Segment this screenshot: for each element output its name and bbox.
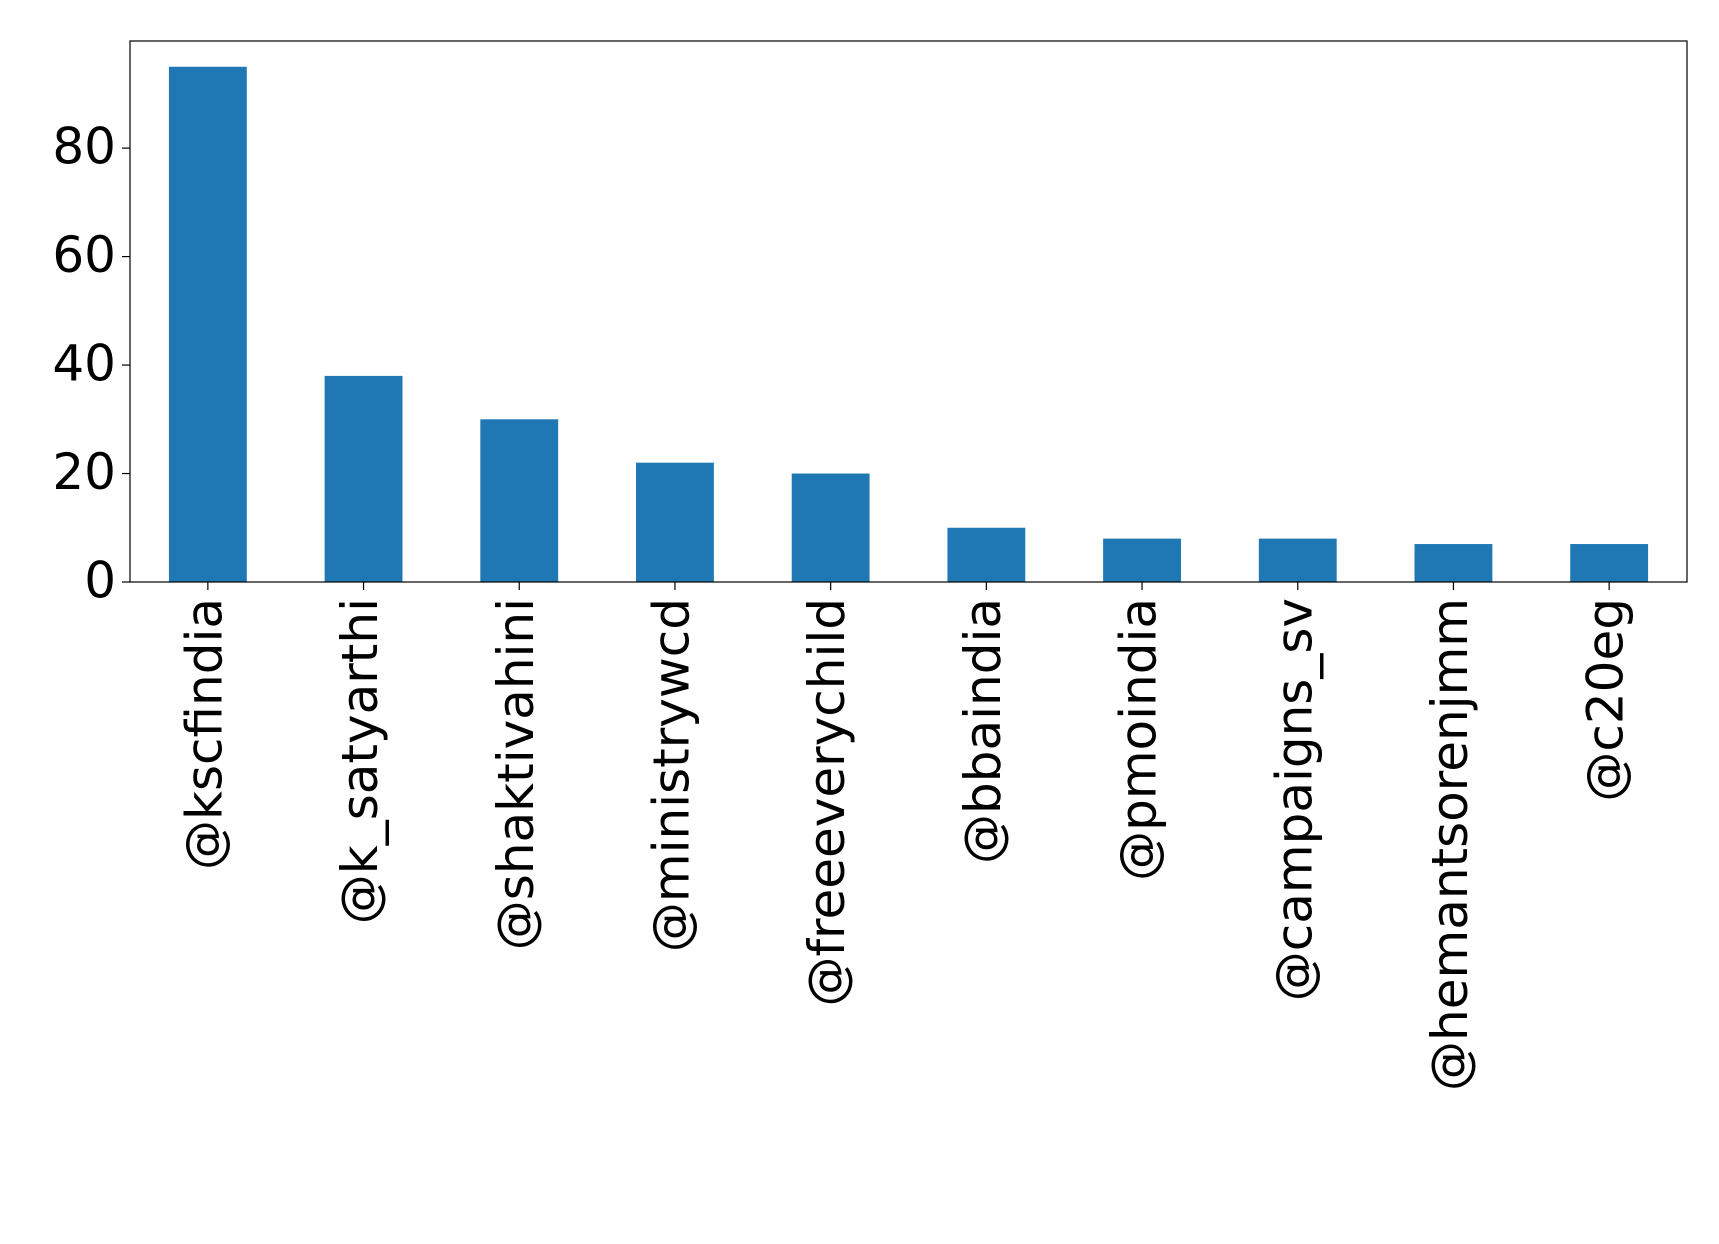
y-tick-label: 40 bbox=[52, 335, 116, 393]
x-tick-label: @bbaindia bbox=[954, 598, 1012, 864]
x-tick-label: @c20eg bbox=[1577, 598, 1635, 802]
y-tick-label: 20 bbox=[52, 443, 116, 501]
y-tick-label: 60 bbox=[52, 226, 116, 284]
y-tick-label: 0 bbox=[84, 552, 116, 610]
bar bbox=[947, 527, 1026, 582]
bar bbox=[324, 375, 403, 582]
bar bbox=[1103, 538, 1181, 582]
x-tick-label: @campaigns_sv bbox=[1265, 598, 1323, 1001]
x-tick-label: @hemantsorenjmm bbox=[1421, 598, 1479, 1091]
bar bbox=[636, 462, 714, 582]
x-tick-label: @ministrywcd bbox=[642, 598, 700, 952]
plot-frame bbox=[129, 40, 1688, 583]
y-tick-label: 80 bbox=[52, 118, 116, 176]
x-tick-label: @freeeverychild bbox=[798, 598, 856, 1007]
x-tick-label: @pmoindia bbox=[1110, 598, 1168, 881]
bar bbox=[1570, 544, 1649, 582]
bar bbox=[1414, 544, 1493, 582]
x-tick-label: @k_satyarthi bbox=[331, 598, 389, 924]
x-tick-label: @shaktivahini bbox=[487, 598, 545, 950]
bar bbox=[1258, 538, 1337, 582]
bar bbox=[168, 66, 247, 582]
x-tick-label: @kscfindia bbox=[175, 598, 233, 870]
bar bbox=[791, 473, 870, 582]
bar bbox=[480, 419, 559, 582]
